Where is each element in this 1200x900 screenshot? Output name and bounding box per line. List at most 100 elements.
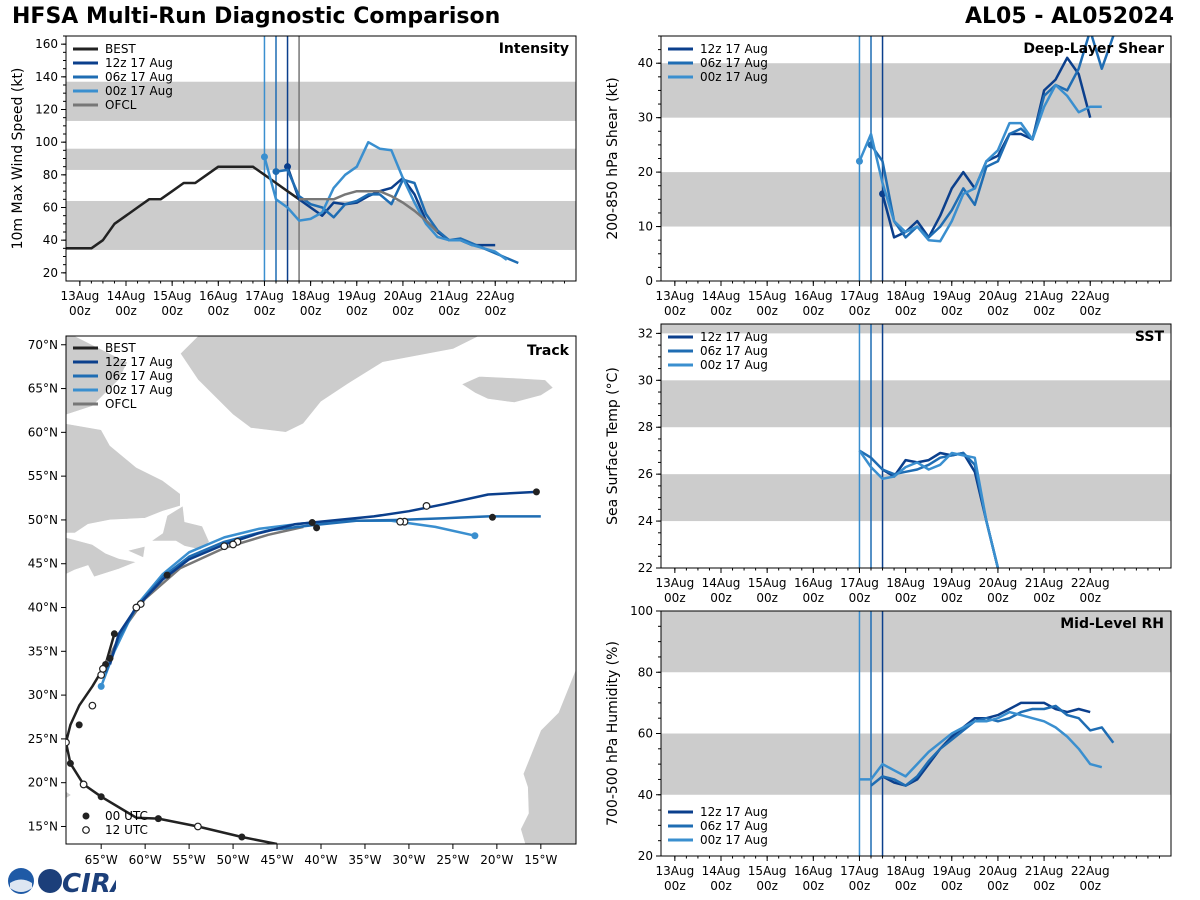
intensity-series-group (66, 140, 519, 265)
intensity-xtick-label: 00z (69, 304, 91, 318)
storm-id: AL05 - AL052024 (965, 4, 1174, 29)
greenland-landmass (179, 336, 480, 433)
intensity-init-marker (260, 153, 268, 161)
track-point-12utc (99, 664, 107, 673)
figure-title: HFSA Multi-Run Diagnostic Comparison (12, 4, 501, 29)
track-lon-label: 20°W (480, 853, 513, 867)
sst-xtick-label: 22Aug (1071, 576, 1110, 590)
sst-xtick-label: 17Aug (840, 576, 879, 590)
rh-xtick-label: 20Aug (979, 864, 1018, 878)
rh-ylabel: 700-500 hPa Humidity (%) (605, 641, 621, 826)
intensity-xtick-label: 00z (161, 304, 183, 318)
intensity-xtick-label: 00z (392, 304, 414, 318)
track-point-12utc (88, 701, 97, 710)
rh-xtick-label: 00z (1033, 879, 1055, 893)
track-legend-label: OFCL (105, 397, 137, 411)
intensity-xtick-label: 13Aug (60, 289, 99, 303)
sst-legend-label: 06z 17 Aug (700, 344, 768, 358)
shear-legend-label: 00z 17 Aug (700, 70, 768, 84)
hispaniola-landmass (66, 791, 72, 799)
intensity-xtick-label: 21Aug (430, 289, 469, 303)
cape-breton-landmass (126, 545, 146, 559)
rh-panel: 2040608010013Aug00z14Aug00z15Aug00z16Aug… (605, 604, 1172, 893)
track-legend-00-label: 00 UTC (105, 809, 148, 823)
sst-xtick-label: 00z (849, 591, 871, 605)
intensity-series-line (299, 189, 439, 233)
sst-xtick-label: 00z (756, 591, 778, 605)
shear-xtick-label: 20Aug (979, 289, 1018, 303)
sst-xtick-label: 00z (1033, 591, 1055, 605)
rh-legend-label: 12z 17 Aug (700, 805, 768, 819)
track-lon-label: 40°W (304, 853, 337, 867)
sst-ytick-label: 22 (638, 561, 653, 575)
rh-legend-label: 06z 17 Aug (700, 819, 768, 833)
rh-xtick-label: 00z (803, 879, 825, 893)
intensity-xtick-label: 16Aug (199, 289, 238, 303)
shear-xtick-label: 16Aug (794, 289, 833, 303)
rh-title: Mid-Level RH (1060, 616, 1164, 632)
track-legend-00-marker (82, 812, 90, 820)
shear-ytick-label: 0 (645, 274, 653, 288)
sst-title: SST (1135, 329, 1165, 345)
africa-landmass (520, 668, 576, 844)
rh-xtick-label: 00z (895, 879, 917, 893)
globe-icon (38, 869, 62, 893)
iceland-landmass (461, 375, 554, 403)
intensity-legend-label: BEST (105, 42, 136, 56)
shear-xtick-label: 13Aug (655, 289, 694, 303)
rh-xtick-label: 13Aug (655, 864, 694, 878)
shear-xtick-label: 00z (756, 304, 778, 318)
intensity-band (66, 148, 576, 170)
rh-xtick-label: 00z (1079, 879, 1101, 893)
track-lon-label: 60°W (129, 853, 162, 867)
sst-legend-label: 12z 17 Aug (700, 330, 768, 344)
shear-series-line (858, 83, 1102, 243)
track-point-00utc (308, 519, 316, 527)
track-point-00utc (66, 759, 74, 767)
track-lat-label: 70°N (28, 338, 58, 352)
shear-band (661, 172, 1171, 227)
track-lat-label: 35°N (28, 644, 58, 658)
track-legend-label: 06z 17 Aug (105, 369, 173, 383)
track-point-12utc (220, 542, 229, 551)
sst-xtick-label: 20Aug (979, 576, 1018, 590)
rh-xtick-label: 00z (849, 879, 871, 893)
track-legend-12-marker (82, 826, 90, 834)
sst-ylabel: Sea Surface Temp (°C) (605, 367, 621, 525)
track-point-12utc (79, 780, 88, 789)
maritimes-landmass (66, 537, 138, 578)
track-lon-label: 35°W (348, 853, 381, 867)
labrador-landmass (66, 423, 181, 534)
sst-ytick-label: 28 (638, 420, 653, 434)
sst-ytick-label: 24 (638, 514, 653, 528)
track-lat-label: 20°N (28, 776, 58, 790)
intensity-xtick-label: 19Aug (337, 289, 376, 303)
sst-xtick-label: 00z (803, 591, 825, 605)
track-point-00utc (313, 524, 321, 532)
track-lat-label: 55°N (28, 469, 58, 483)
track-legend-label: 12z 17 Aug (105, 355, 173, 369)
rh-xtick-label: 22Aug (1071, 864, 1110, 878)
sst-ytick-label: 30 (638, 373, 653, 387)
track-point-00utc (97, 682, 105, 690)
intensity-legend-label: 06z 17 Aug (105, 70, 173, 84)
intensity-xtick-label: 00z (115, 304, 137, 318)
sst-xtick-label: 15Aug (748, 576, 787, 590)
shear-ytick-label: 10 (638, 220, 653, 234)
intensity-legend-label: OFCL (105, 98, 137, 112)
track-panel: 65°W 60°W 55°W 50°W 45°W 40°W 35°W 30°W 25°W 20°W… (28, 335, 577, 867)
track-point-00utc (532, 488, 540, 496)
shear-xtick-label: 00z (849, 304, 871, 318)
intensity-band (66, 200, 576, 250)
sst-xtick-label: 00z (987, 591, 1009, 605)
shear-init-marker (855, 157, 863, 165)
rh-xtick-label: 00z (987, 879, 1009, 893)
track-point-12utc (132, 603, 141, 612)
track-lat-label: 65°N (28, 382, 58, 396)
track-frame (65, 335, 577, 845)
intensity-ytick-label: 100 (35, 135, 58, 149)
rh-ytick-label: 60 (638, 727, 653, 741)
rh-series-group (859, 701, 1115, 787)
cira-logo: CIRA (6, 866, 131, 899)
intensity-xtick-label: 18Aug (291, 289, 330, 303)
